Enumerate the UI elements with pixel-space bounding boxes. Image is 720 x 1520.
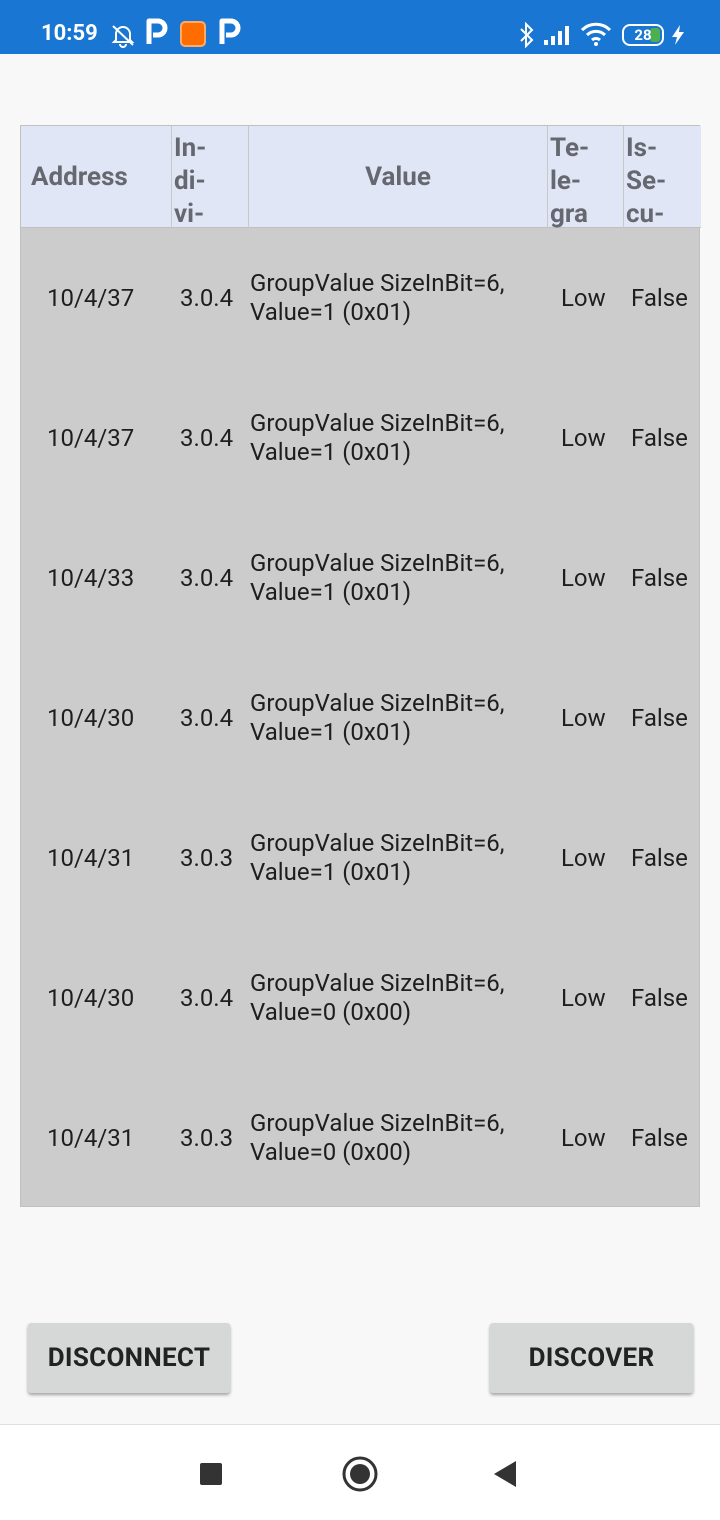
cell-address: 10/4/37 <box>47 284 135 312</box>
table-row[interactable]: 10/4/37 3.0.4 GroupValue SizeInBit=6, Val… <box>21 228 701 368</box>
cell-value: GroupValue SizeInBit=6, Value=1 (0x01) <box>250 829 505 886</box>
cell-telegram: Low <box>561 844 606 872</box>
cell-address: 10/4/37 <box>47 424 135 452</box>
table-row[interactable]: 10/4/31 3.0.3 GroupValue SizeInBit=6, Val… <box>21 1068 701 1208</box>
battery-indicator: 28 <box>622 24 664 46</box>
cell-individual: 3.0.3 <box>180 1124 234 1152</box>
cell-telegram: Low <box>561 284 606 312</box>
cell-address: 10/4/31 <box>47 1124 135 1152</box>
app-notification-icon <box>180 21 206 47</box>
system-nav-bar <box>0 1424 720 1520</box>
status-time: 10:59 <box>41 21 98 46</box>
cell-address: 10/4/30 <box>47 984 135 1012</box>
cell-value: GroupValue SizeInBit=6, Value=0 (0x00) <box>250 969 505 1026</box>
cell-individual: 3.0.4 <box>180 564 234 592</box>
header-value[interactable]: Value <box>249 126 548 228</box>
cell-telegram: Low <box>561 1124 606 1152</box>
cell-telegram: Low <box>561 704 606 732</box>
table-row[interactable]: 10/4/30 3.0.4 GroupValue SizeInBit=6, Val… <box>21 648 701 788</box>
disconnect-button[interactable]: DISCONNECT <box>28 1323 230 1393</box>
table-row[interactable]: 10/4/37 3.0.4 GroupValue SizeInBit=6, Val… <box>21 368 701 508</box>
status-bar: 10:59 <box>0 0 720 54</box>
cell-value: GroupValue SizeInBit=6, Value=1 (0x01) <box>250 549 505 606</box>
cell-value: GroupValue SizeInBit=6, Value=1 (0x01) <box>250 689 505 746</box>
cell-address: 10/4/33 <box>47 564 135 592</box>
table-row[interactable]: 10/4/30 3.0.4 GroupValue SizeInBit=6, Val… <box>21 928 701 1068</box>
alarm-off-icon <box>110 22 136 52</box>
bluetooth-icon <box>518 21 536 52</box>
cell-individual: 3.0.4 <box>180 424 234 452</box>
cell-secure: False <box>631 564 688 592</box>
battery-level: 28 <box>634 26 652 44</box>
cell-secure: False <box>631 704 688 732</box>
back-triangle-icon[interactable] <box>492 1459 518 1493</box>
cell-telegram: Low <box>561 984 606 1012</box>
cell-secure: False <box>631 984 688 1012</box>
table-header: Address In- di- vi- Value Te- le- gra Is… <box>21 126 701 228</box>
cell-secure: False <box>631 844 688 872</box>
battery-fill <box>650 28 660 42</box>
parking-p-icon <box>146 18 168 52</box>
cell-individual: 3.0.4 <box>180 704 234 732</box>
cell-secure: False <box>631 1124 688 1152</box>
cell-secure: False <box>631 284 688 312</box>
header-individual[interactable]: In- di- vi- <box>172 126 249 228</box>
cell-telegram: Low <box>561 424 606 452</box>
cell-telegram: Low <box>561 564 606 592</box>
telegram-table: Address In- di- vi- Value Te- le- gra Is… <box>20 125 701 1208</box>
cell-secure: False <box>631 424 688 452</box>
cell-value: GroupValue SizeInBit=6, Value=1 (0x01) <box>250 269 505 326</box>
cell-value: GroupValue SizeInBit=6, Value=0 (0x00) <box>250 1109 505 1166</box>
cell-individual: 3.0.4 <box>180 984 234 1012</box>
cell-individual: 3.0.4 <box>180 284 234 312</box>
signal-icon <box>542 24 572 50</box>
header-secure[interactable]: Is- Se- cu- <box>626 133 667 228</box>
table-row[interactable]: 10/4/33 3.0.4 GroupValue SizeInBit=6, Val… <box>21 508 701 648</box>
discover-button[interactable]: DISCOVER <box>490 1323 693 1393</box>
charging-icon <box>671 24 685 50</box>
table-row[interactable]: 10/4/31 3.0.3 GroupValue SizeInBit=6, Val… <box>21 788 701 928</box>
header-address[interactable]: Address <box>21 126 172 228</box>
wifi-icon <box>580 22 612 50</box>
parking-p-icon-2 <box>219 18 241 52</box>
recents-square-icon[interactable] <box>199 1462 223 1490</box>
cell-value: GroupValue SizeInBit=6, Value=1 (0x01) <box>250 409 505 466</box>
cell-address: 10/4/30 <box>47 704 135 732</box>
cell-individual: 3.0.3 <box>180 844 234 872</box>
cell-address: 10/4/31 <box>47 844 135 872</box>
header-telegram[interactable]: Te- le- gra <box>548 126 624 228</box>
home-circle-icon[interactable] <box>341 1455 379 1497</box>
